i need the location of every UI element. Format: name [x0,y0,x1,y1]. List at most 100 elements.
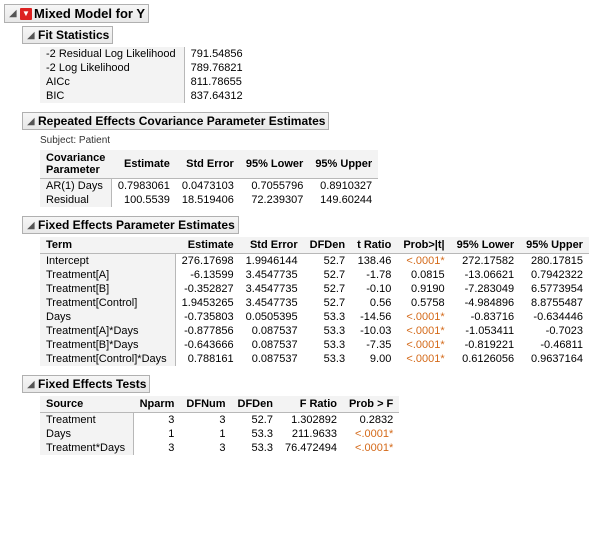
disclosure-icon[interactable]: ◢ [26,379,36,389]
menu-dropdown-icon[interactable]: ▼ [20,8,32,20]
subject-label: Subject: Patient [40,135,599,146]
cell-lower: -0.83716 [451,310,520,324]
col-dfden: DFDen [232,396,279,413]
repeated-effects-header[interactable]: ◢ Repeated Effects Covariance Parameter … [22,112,329,130]
cell-prob: <.0001* [397,352,450,366]
main-section: ◢ ▼ Mixed Model for Y ◢ Fit Statistics -… [4,4,599,467]
cell-dfnum: 3 [180,441,231,455]
cell-upper: 149.60244 [309,193,378,207]
stat-label: AICc [40,75,184,89]
col-estimate: Estimate [111,150,176,179]
cell-estimate: -0.877856 [175,324,240,338]
cell-estimate: 100.5539 [111,193,176,207]
cell-estimate: 0.788161 [175,352,240,366]
cell-prob: 0.0815 [397,268,450,282]
cell-stderror: 0.087537 [240,324,304,338]
cell-nparm: 1 [134,427,181,441]
cell-lower: -13.06621 [451,268,520,282]
cell-tratio: -0.10 [351,282,397,296]
cell-stderror: 3.4547735 [240,282,304,296]
col-stderror: Std Error [176,150,240,179]
col-upper: 95% Upper [520,237,589,254]
table-row: Intercept276.176981.994614452.7138.46<.0… [40,254,589,269]
cell-term: Treatment[A] [40,268,175,282]
col-fratio: F Ratio [279,396,343,413]
col-lower: 95% Lower [240,150,309,179]
main-header[interactable]: ◢ ▼ Mixed Model for Y [4,4,149,23]
cell-prob: <.0001* [397,324,450,338]
disclosure-icon[interactable]: ◢ [26,116,36,126]
main-body: ◢ Fit Statistics -2 Residual Log Likelih… [4,23,599,467]
cell-tratio: -14.56 [351,310,397,324]
cell-stderror: 18.519406 [176,193,240,207]
cell-upper: -0.7023 [520,324,589,338]
fit-stats-title: Fit Statistics [38,28,109,42]
cell-lower: 72.239307 [240,193,309,207]
cell-estimate: -0.352827 [175,282,240,296]
table-row: Treatment[A]*Days-0.8778560.08753753.3-1… [40,324,589,338]
fixed-param-table: Term Estimate Std Error DFDen t Ratio Pr… [40,237,589,366]
cell-dfden: 53.3 [304,324,351,338]
stat-value: 791.54856 [184,47,249,61]
cell-upper: -0.46811 [520,338,589,352]
cell-stderror: 1.9946144 [240,254,304,269]
repeated-effects-section: ◢ Repeated Effects Covariance Parameter … [22,112,599,210]
fixed-tests-title: Fixed Effects Tests [38,377,146,391]
col-upper: 95% Upper [309,150,378,179]
cell-nparm: 3 [134,441,181,455]
cell-dfden: 52.7 [304,268,351,282]
fixed-param-header[interactable]: ◢ Fixed Effects Parameter Estimates [22,216,239,234]
table-row: -2 Log Likelihood789.76821 [40,61,249,75]
stat-value: 837.64312 [184,89,249,103]
cell-dfden: 53.3 [232,427,279,441]
cell-prob: <.0001* [343,441,399,455]
cell-term: Treatment[B]*Days [40,338,175,352]
col-dfden: DFDen [304,237,351,254]
cell-dfden: 52.7 [304,296,351,310]
cell-term: Days [40,310,175,324]
disclosure-icon[interactable]: ◢ [26,220,36,230]
col-prob: Prob > F [343,396,399,413]
repeated-effects-title: Repeated Effects Covariance Parameter Es… [38,114,325,128]
cell-fratio: 76.472494 [279,441,343,455]
stat-value: 811.78655 [184,75,249,89]
disclosure-icon[interactable]: ◢ [8,9,18,19]
col-source: Source [40,396,134,413]
cell-term: Treatment[A]*Days [40,324,175,338]
cell-param: AR(1) Days [40,179,111,194]
col-prob: Prob>|t| [397,237,450,254]
fit-stats-header[interactable]: ◢ Fit Statistics [22,26,113,44]
table-row: Treatment[Control]1.94532653.454773552.7… [40,296,589,310]
cell-prob: 0.2832 [343,413,399,428]
cell-estimate: 1.9453265 [175,296,240,310]
cell-dfden: 52.7 [304,254,351,269]
cell-lower: -4.984896 [451,296,520,310]
table-row: Treatment3352.71.3028920.2832 [40,413,399,428]
fixed-tests-table: Source Nparm DFNum DFDen F Ratio Prob > … [40,396,399,455]
cell-prob: <.0001* [397,254,450,269]
cell-lower: -0.819221 [451,338,520,352]
cell-fratio: 1.302892 [279,413,343,428]
table-row: Days1153.3211.9633<.0001* [40,427,399,441]
stat-label: BIC [40,89,184,103]
fixed-tests-header[interactable]: ◢ Fixed Effects Tests [22,375,150,393]
cell-upper: 0.9637164 [520,352,589,366]
cell-term: Treatment[Control]*Days [40,352,175,366]
cell-upper: -0.634446 [520,310,589,324]
cell-lower: 0.7055796 [240,179,309,194]
cell-upper: 0.7942322 [520,268,589,282]
cell-prob: <.0001* [397,338,450,352]
cell-tratio: 138.46 [351,254,397,269]
disclosure-icon[interactable]: ◢ [26,30,36,40]
cell-estimate: -0.735803 [175,310,240,324]
cell-lower: -7.283049 [451,282,520,296]
cell-tratio: -7.35 [351,338,397,352]
col-dfnum: DFNum [180,396,231,413]
table-row: Days-0.7358030.050539553.3-14.56<.0001*-… [40,310,589,324]
cell-stderror: 0.0505395 [240,310,304,324]
cell-upper: 0.8910327 [309,179,378,194]
cell-source: Treatment [40,413,134,428]
cell-dfden: 53.3 [304,352,351,366]
cell-upper: 6.5773954 [520,282,589,296]
table-row: Treatment[A]-6.135993.454773552.7-1.780.… [40,268,589,282]
